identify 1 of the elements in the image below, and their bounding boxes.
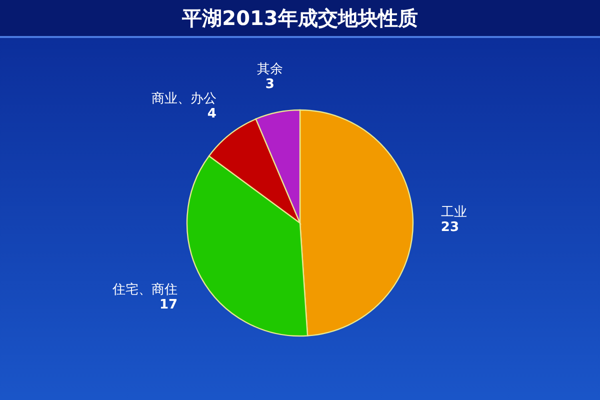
title: 平湖2013年成交地块性质	[182, 6, 418, 30]
